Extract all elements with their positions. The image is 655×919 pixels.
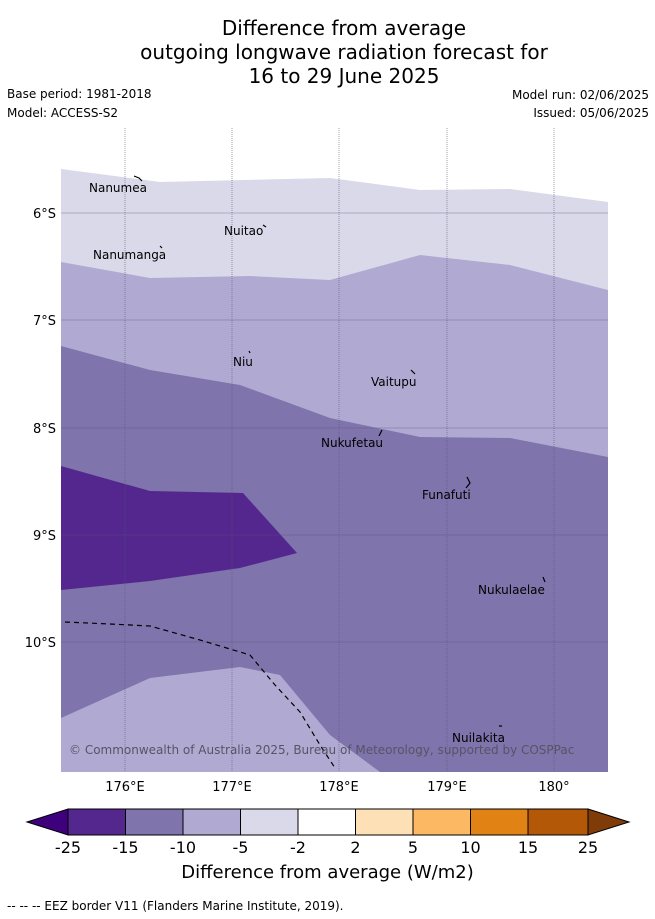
colorbar-tick-label: 5 <box>408 838 418 857</box>
colorbar-tick-label: 10 <box>460 838 480 857</box>
place-label: Nanumea <box>89 181 147 195</box>
lat-tick-label: 9°S <box>33 529 56 544</box>
colorbar-extend-high <box>587 808 631 836</box>
place-label: Nuilakita <box>452 731 505 745</box>
place-label: Vaitupu <box>371 375 417 389</box>
title-line-3: 16 to 29 June 2025 <box>248 64 440 88</box>
place-label: Nuitao <box>224 224 263 238</box>
colorbar-swatch <box>355 808 414 836</box>
lat-tick-label: 10°S <box>25 636 56 651</box>
lat-tick-label: 8°S <box>33 422 56 437</box>
place-label: Funafuti <box>422 488 471 502</box>
colorbar-tick-label: -15 <box>112 838 138 857</box>
colorbar-swatch <box>527 808 589 836</box>
place-label: Nanumanga <box>93 248 166 262</box>
colorbar-tick-label: -25 <box>55 838 81 857</box>
lon-tick-label: 179°E <box>427 780 467 795</box>
lat-tick-label: 6°S <box>33 207 56 222</box>
colorbar-tick-label: 2 <box>350 838 360 857</box>
colorbar-swatch <box>470 808 529 836</box>
copyright-notice: © Commonwealth of Australia 2025, Bureau… <box>69 743 574 757</box>
lon-tick-label: 178°E <box>319 780 359 795</box>
map-gridlines <box>61 128 608 772</box>
colorbar-swatch <box>125 808 184 836</box>
colorbar-swatch <box>412 808 471 836</box>
colorbar-tick-label: -2 <box>290 838 306 857</box>
lon-tick-label: 177°E <box>212 780 252 795</box>
island-marks <box>133 175 546 727</box>
model-name: Model: ACCESS-S2 <box>7 106 119 120</box>
lon-tick-label: 176°E <box>105 780 145 795</box>
lat-tick-label: 7°S <box>33 314 56 329</box>
place-label: Nukulaelae <box>478 583 545 597</box>
colorbar-extend-low <box>25 808 69 836</box>
colorbar-tick-label: 15 <box>518 838 538 857</box>
chart-title: Difference from average outgoing longwav… <box>0 16 655 88</box>
colorbar-swatch <box>67 808 126 836</box>
title-line-1: Difference from average <box>221 16 467 40</box>
place-label: Niu <box>233 355 253 369</box>
colorbar-tick-label: -10 <box>170 838 196 857</box>
issued-date: Issued: 05/06/2025 <box>533 106 649 120</box>
colorbar-tick-label: 25 <box>578 838 598 857</box>
colorbar-tick-label: -5 <box>233 838 249 857</box>
eez-footnote: -- -- -- EEZ border V11 (Flanders Marine… <box>7 899 344 913</box>
model-run: Model run: 02/06/2025 <box>511 88 649 102</box>
band-minus15-minus10 <box>61 346 608 772</box>
place-label: Nukufetau <box>321 436 383 450</box>
colorbar <box>25 808 631 836</box>
band-less-than-minus15 <box>61 466 297 590</box>
title-line-2: outgoing longwave radiation forecast for <box>140 40 548 64</box>
colorbar-swatch <box>297 808 356 836</box>
colorbar-swatch <box>182 808 241 836</box>
band-minus10-minus5-southwest <box>61 667 380 772</box>
lon-tick-label: 180° <box>538 780 569 795</box>
colorbar-label: Difference from average (W/m2) <box>181 862 474 883</box>
eez-border <box>64 621 336 769</box>
base-period: Base period: 1981-2018 <box>7 87 152 101</box>
colorbar-swatch <box>240 808 299 836</box>
